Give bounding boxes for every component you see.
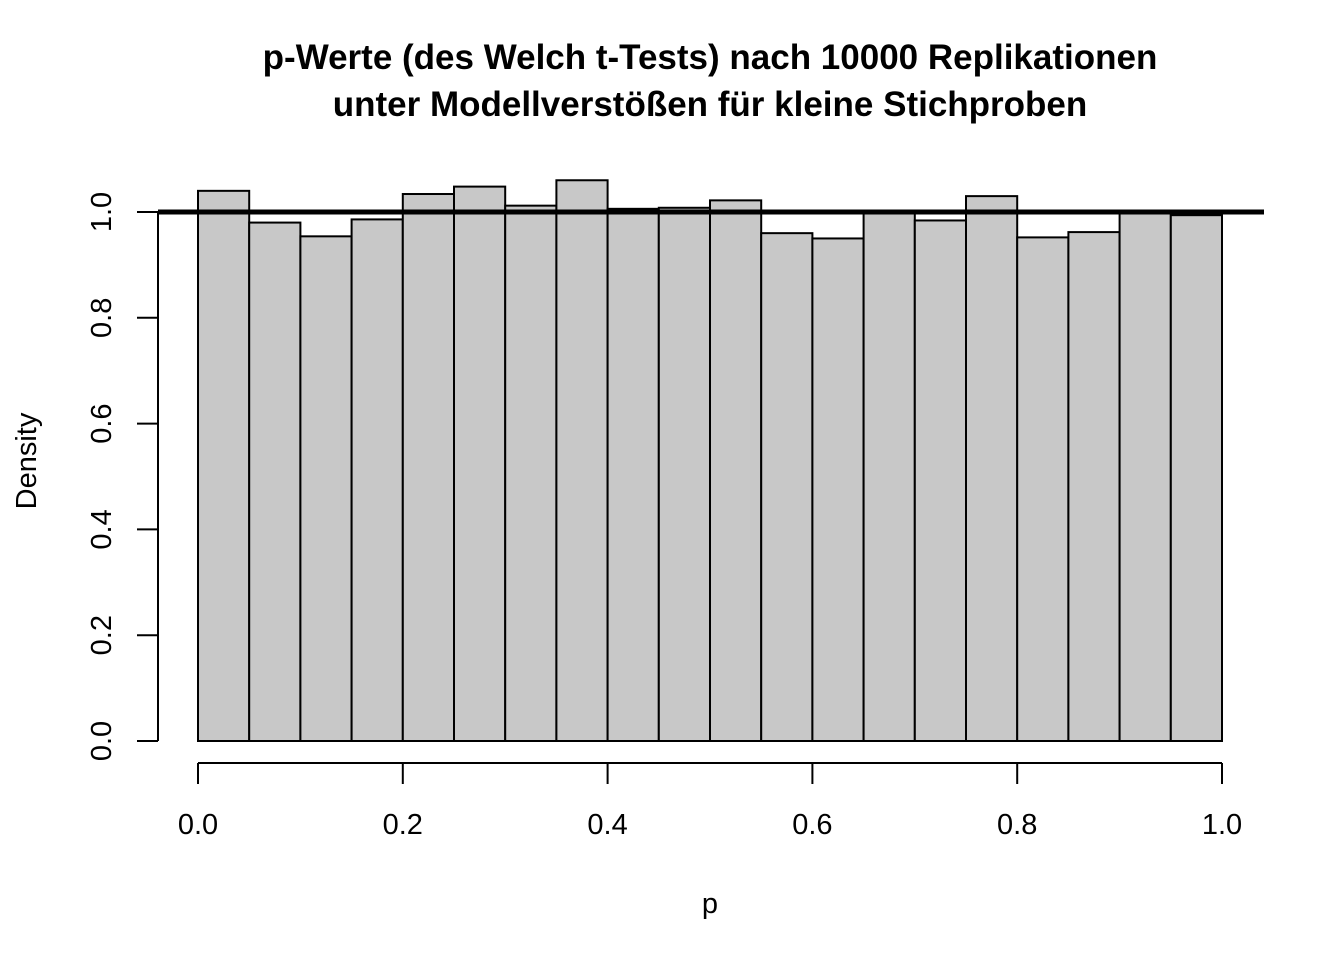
histogram-bar (1118, 211, 1172, 742)
histogram-bar (299, 235, 353, 742)
histogram-bar (913, 219, 967, 743)
x-axis: 0.0 0.2 0.4 0.6 0.8 1.0 (178, 762, 1242, 841)
x-tick-label: 0.8 (997, 809, 1037, 841)
y-axis: 0.0 0.2 0.4 0.6 0.8 1.0 (86, 192, 159, 761)
histogram-bar (965, 195, 1019, 742)
y-tick-label: 0.4 (86, 509, 118, 549)
histogram-bar (350, 218, 404, 742)
histogram-bar (1067, 231, 1121, 743)
histogram-bar (606, 207, 660, 743)
histogram-bar (555, 179, 609, 742)
histogram-bar (504, 204, 558, 743)
y-tick-label: 0.8 (86, 298, 118, 338)
x-tick-label: 0.4 (587, 809, 627, 841)
histogram-bar (657, 206, 711, 742)
histogram-bar (401, 193, 455, 743)
histogram-bar (1016, 236, 1070, 742)
histogram-bar (453, 185, 507, 743)
y-axis-label: Density (11, 412, 43, 509)
x-axis-label: p (702, 888, 718, 920)
y-tick-label: 0.2 (86, 615, 118, 655)
x-tick-label: 1.0 (1202, 809, 1242, 841)
x-tick-label: 0.2 (383, 809, 423, 841)
histogram-bar (862, 211, 916, 742)
histogram-bar (248, 221, 302, 742)
y-tick-label: 1.0 (86, 192, 118, 232)
y-tick-label: 0.6 (86, 403, 118, 443)
x-tick-label: 0.6 (792, 809, 832, 841)
histogram-bar (811, 237, 865, 742)
histogram-bar (1169, 214, 1224, 742)
histogram-bars (197, 179, 1224, 743)
histogram-bar (709, 199, 763, 742)
histogram-bar (760, 232, 814, 742)
histogram-bar (197, 189, 251, 742)
chart-title-line-2: unter Modellverstößen für kleine Stichpr… (332, 85, 1088, 124)
y-tick-label: 0.0 (86, 721, 118, 761)
chart-title-line-1: p-Werte (des Welch t-Tests) nach 10000 R… (262, 38, 1158, 77)
x-tick-label: 0.0 (178, 809, 218, 841)
